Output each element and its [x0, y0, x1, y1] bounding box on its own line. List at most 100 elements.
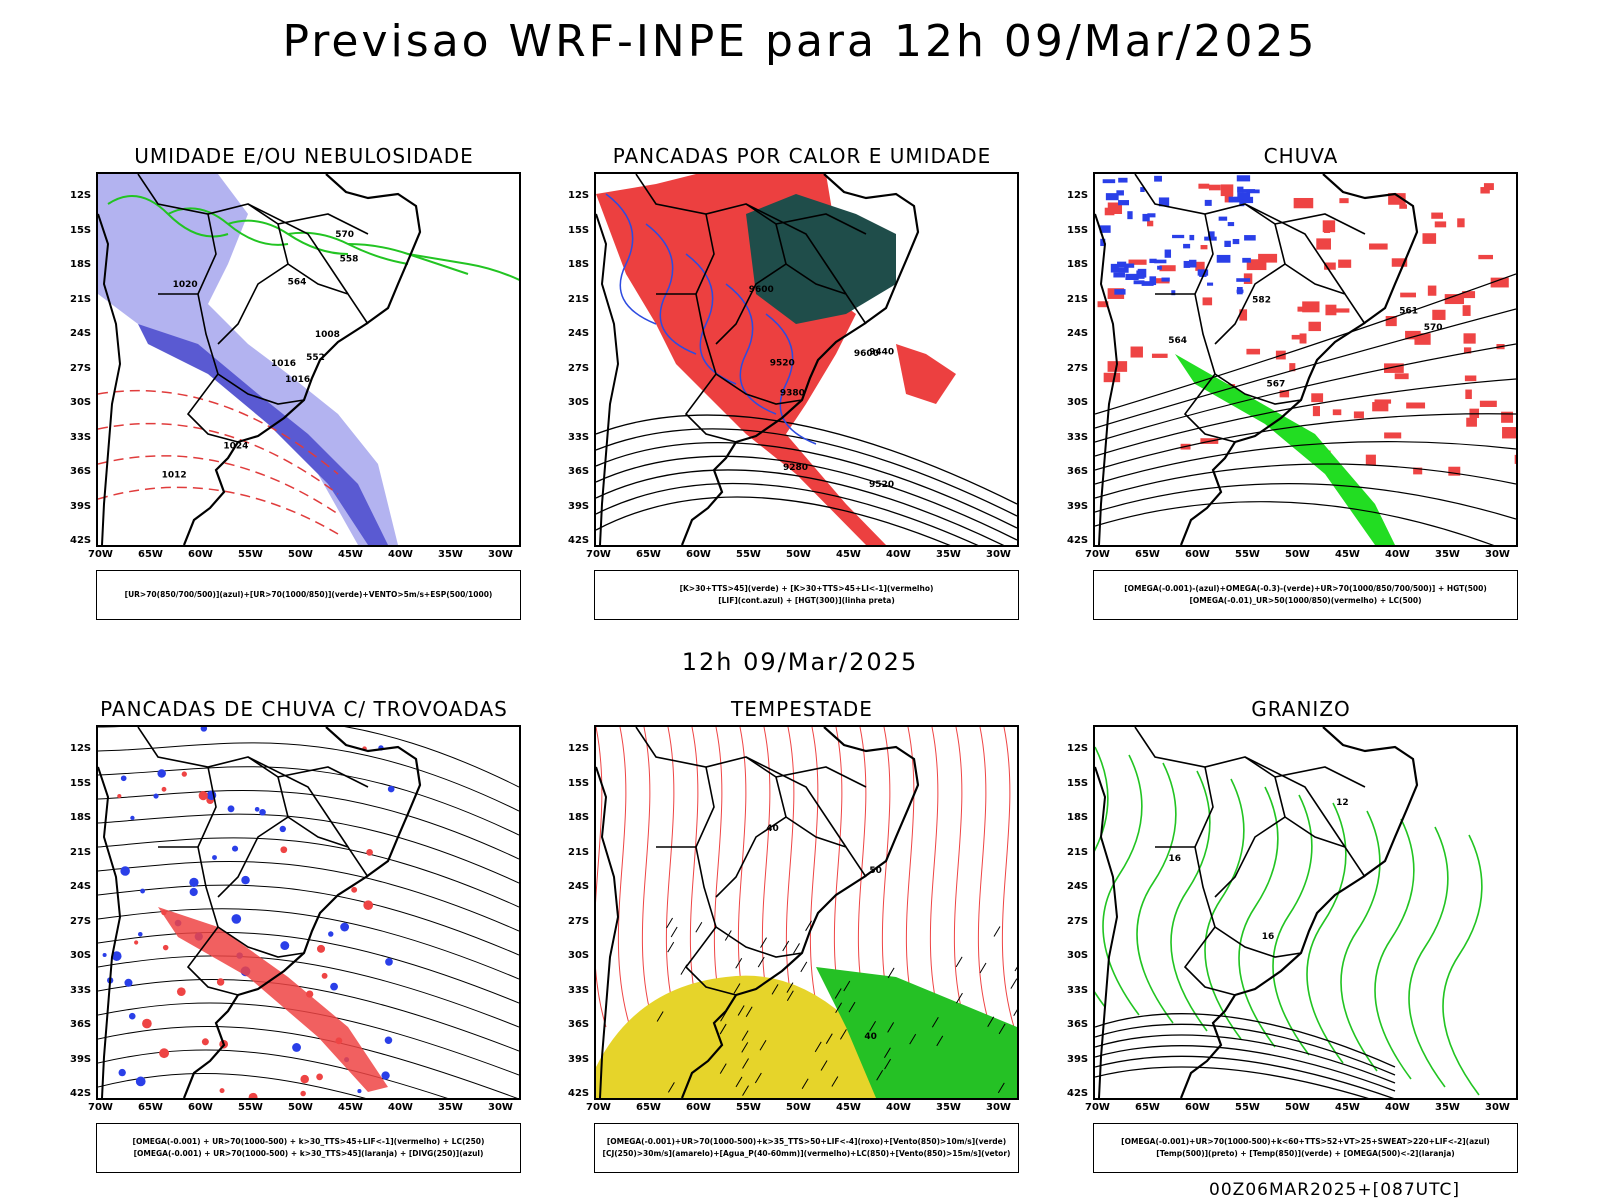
latitude-tick-label: 15S [568, 224, 590, 236]
wind-vector [887, 1022, 895, 1033]
rain-red-cell [1246, 348, 1261, 355]
rain-red-cell [1291, 334, 1300, 340]
longitude-tick-label: 45W [338, 1102, 363, 1113]
longitude-tick-label: 65W [636, 1102, 661, 1113]
political-border [1194, 766, 1302, 958]
map-frame: 9600 9520 9440 9380 9280 9600 9520 [594, 172, 1019, 547]
rain-blue-cell [1218, 216, 1228, 221]
latitude-tick-label: 33S [70, 984, 92, 996]
convection-cell [292, 1043, 301, 1052]
rain-red-cell [1151, 353, 1168, 358]
map-svg [98, 727, 519, 1098]
rain-blue-cell [1117, 261, 1127, 268]
hgt500-contour [1095, 273, 1516, 415]
rain-red-cell [1462, 305, 1471, 316]
hgt500-contour [1095, 413, 1516, 471]
rain-red-cell [1322, 220, 1336, 233]
rain-red-cell [1448, 466, 1461, 476]
rain-red-cell [1466, 417, 1477, 427]
rain-red-cell [1365, 454, 1376, 466]
convection-cell [384, 1036, 393, 1045]
rain-red-cell [1202, 297, 1213, 306]
rain-red-cell [1413, 467, 1423, 475]
panel-legend: [OMEGA(-0.001)+UR>70(1000-500)+k<60+TTS>… [1093, 1123, 1518, 1173]
longitude-tick-label: 45W [1335, 1102, 1360, 1113]
wind-vector [876, 1069, 884, 1081]
political-border [745, 203, 847, 295]
convection-cell [120, 775, 127, 782]
rain-blue-cell [1105, 193, 1119, 201]
hgt300-contour [596, 428, 1017, 517]
contour-label: 50 [869, 866, 882, 876]
streamline [98, 789, 519, 860]
temp850-contour [1238, 786, 1279, 1048]
rain-red-cell [1463, 347, 1472, 354]
rain-red-cell [1097, 301, 1109, 308]
streamline [98, 837, 519, 908]
streamline [98, 1002, 519, 1076]
panel-title: PANCADAS DE CHUVA C/ TROVOADAS [100, 697, 508, 721]
pw-contour [1001, 727, 1015, 1028]
wind-vector [737, 1005, 745, 1016]
longitude-tick-label: 35W [1435, 1102, 1460, 1113]
rain-red-cell [1208, 184, 1221, 191]
rain-red-cell [1239, 309, 1248, 321]
rain-blue-cell [1118, 267, 1129, 273]
wind-vector [759, 1040, 767, 1051]
run-time-footer: 00Z06MAR2025+[087UTC] [1209, 1180, 1460, 1200]
instability-green-area [746, 194, 896, 324]
latitude-tick-label: 27S [1067, 362, 1089, 374]
streamline [98, 766, 519, 836]
map-panel: TEMPESTADE 40 40 50 12S 15S 18S 21S 24S 27S 30S 33S… [568, 697, 1022, 1177]
rain-red-cell [1279, 390, 1290, 398]
rain-blue-cell [1236, 278, 1251, 282]
contour-label: 570 [1424, 323, 1443, 333]
convection-cell [162, 944, 169, 951]
map-frame: 570 567 564 561 582 [1093, 172, 1518, 547]
contour-label: 9520 [869, 480, 894, 490]
rain-red-cell [1431, 212, 1443, 219]
coastline-west [596, 213, 620, 545]
wind-vector [956, 992, 963, 1004]
rain-red-cell [1490, 277, 1509, 288]
longitude-tick-label: 70W [1085, 549, 1110, 560]
latitude-tick-label: 24S [568, 881, 590, 892]
rain-red-cell [1405, 330, 1421, 340]
convection-cell [118, 1068, 126, 1077]
pw-contour [953, 727, 967, 1028]
rain-blue-cell [1188, 259, 1197, 268]
wind-vector [820, 1060, 828, 1071]
political-border [277, 766, 369, 788]
convection-cell [212, 855, 217, 860]
lif-contour [685, 253, 737, 385]
contour-label: 12 [1336, 798, 1349, 808]
longitude-tick-label: 45W [1335, 549, 1360, 560]
rain-red-cell [1394, 373, 1409, 380]
panel-legend: [K>30+TTS>45](verde) + [K>30+TTS>45+LI<-… [594, 570, 1019, 620]
longitude-tick-label: 30W [1485, 549, 1510, 560]
wind-vector [786, 982, 794, 993]
rain-blue-cell [1183, 243, 1191, 249]
longitude-tick-label: 70W [88, 549, 113, 560]
contour-label: 9440 [869, 347, 894, 357]
rain-red-cell [1195, 261, 1205, 271]
political-border [684, 373, 737, 443]
temp850-contour [1136, 762, 1177, 1024]
panel-title: CHUVA [1263, 144, 1339, 168]
wind-vector [754, 1072, 762, 1084]
wind-vector [771, 984, 779, 995]
legend-line: [Temp(500)](preto) + [Temp(850)](verde) … [1156, 1149, 1455, 1158]
thickness-contour [98, 455, 339, 515]
latitude-tick-label: 30S [70, 397, 92, 408]
convection-cell [280, 941, 290, 951]
longitude-tick-label: 65W [1135, 549, 1160, 560]
rain-blue-cell [1100, 238, 1106, 247]
rain-blue-cell [1141, 281, 1154, 286]
longitude-tick-label: 50W [786, 1102, 811, 1113]
longitude-tick-label: 60W [188, 1102, 213, 1113]
streamline [98, 1049, 448, 1098]
convection-cell [231, 845, 239, 852]
convection-cell [385, 958, 393, 966]
legend-line: [CJ(250)>30m/s](amarelo)+[Agua_P(40-60mm… [602, 1149, 1011, 1158]
instability-red-area-ocean [896, 344, 956, 404]
